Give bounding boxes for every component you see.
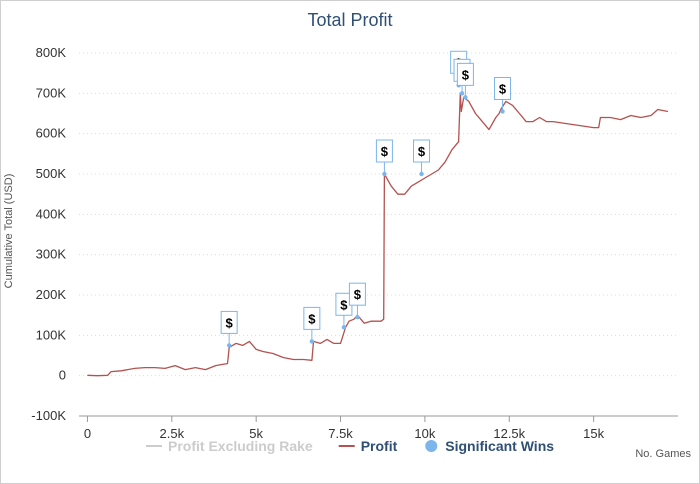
significant-win-flag[interactable]: $ bbox=[348, 282, 366, 320]
profit-series-line[interactable] bbox=[87, 92, 669, 377]
y-tick-label: 300K bbox=[36, 247, 67, 262]
significant-win-flag[interactable]: $ bbox=[303, 306, 321, 344]
x-tick-labels: 0 2.5k 5k 7.5k 10k 12.5k 15k bbox=[84, 426, 605, 441]
svg-text:$: $ bbox=[499, 81, 507, 96]
significant-win-flag[interactable]: $ bbox=[413, 139, 431, 177]
svg-text:$: $ bbox=[340, 297, 348, 312]
x-tick-label: 15k bbox=[583, 426, 604, 441]
significant-win-flag[interactable]: $ bbox=[220, 310, 238, 348]
svg-text:$: $ bbox=[462, 67, 470, 82]
y-tick-label: -100K bbox=[31, 408, 66, 423]
y-tick-label: 0 bbox=[59, 368, 66, 383]
x-tick-label: 2.5k bbox=[160, 426, 185, 441]
significant-win-flag[interactable]: $ bbox=[456, 62, 474, 100]
y-tick-label: 100K bbox=[36, 327, 67, 342]
y-tick-label: 800K bbox=[36, 45, 67, 60]
y-tick-label: 400K bbox=[36, 206, 67, 221]
x-tick-label: 0 bbox=[84, 426, 91, 441]
svg-text:Profit Excluding Rake: Profit Excluding Rake bbox=[168, 438, 313, 454]
svg-text:$: $ bbox=[308, 311, 316, 326]
y-tick-labels: -100K 0 100K 200K 300K 400K 500K 600K 700K 800K bbox=[31, 45, 66, 423]
svg-text:$: $ bbox=[226, 315, 234, 330]
y-axis-label: Cumulative Total (USD) bbox=[3, 174, 15, 289]
legend: Profit Excluding Rake Profit Significant W… bbox=[146, 438, 554, 454]
significant-win-flag[interactable]: $ bbox=[375, 139, 393, 177]
svg-text:$: $ bbox=[418, 144, 426, 159]
x-tick-label: 10k bbox=[414, 426, 435, 441]
legend-item[interactable]: Profit Excluding Rake bbox=[146, 438, 313, 454]
significant-win-flag[interactable]: $ bbox=[494, 76, 512, 114]
grid-lines bbox=[79, 52, 678, 417]
y-tick-label: 600K bbox=[36, 126, 67, 141]
legend-item[interactable]: Profit bbox=[338, 438, 398, 454]
y-tick-label: 700K bbox=[36, 85, 67, 100]
x-axis-label: No. Games bbox=[635, 448, 691, 460]
axes bbox=[79, 415, 678, 422]
significant-wins-flags: $$$$$$$$$$ bbox=[220, 50, 512, 348]
x-tick-label: 7.5k bbox=[328, 426, 353, 441]
x-tick-label: 12.5k bbox=[493, 426, 525, 441]
x-tick-label: 5k bbox=[249, 426, 263, 441]
svg-text:$: $ bbox=[354, 287, 362, 302]
y-tick-label: 500K bbox=[36, 166, 67, 181]
y-tick-label: 200K bbox=[36, 287, 67, 302]
svg-text:Significant Wins: Significant Wins bbox=[445, 438, 554, 454]
legend-item[interactable]: Significant Wins bbox=[425, 438, 554, 454]
series-lines bbox=[87, 92, 669, 377]
svg-text:Profit: Profit bbox=[361, 438, 398, 454]
chart-title: Total Profit bbox=[307, 10, 392, 30]
svg-text:$: $ bbox=[381, 144, 389, 159]
